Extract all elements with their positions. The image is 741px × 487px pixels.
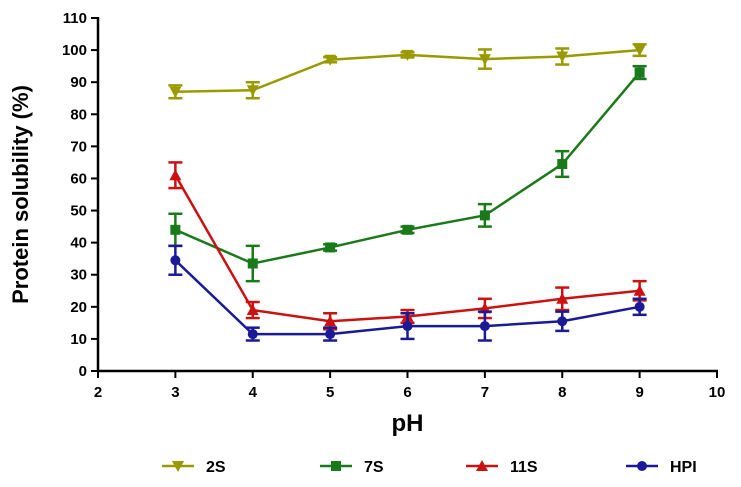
point-hpi-2 <box>325 329 336 340</box>
series-line-7s <box>174 71 641 265</box>
y-tick-label-2: 20 <box>70 299 87 316</box>
y-tick-label-7: 70 <box>70 138 87 155</box>
legend-marker-7s <box>331 461 341 471</box>
y-tick-label-1: 10 <box>70 331 87 348</box>
x-tick-label-6: 8 <box>558 384 566 401</box>
point-hpi-5 <box>557 316 568 327</box>
legend-item-hpi: HPI <box>626 459 697 476</box>
y-tick-label-6: 60 <box>70 170 87 187</box>
point-7s-5 <box>557 159 568 170</box>
x-tick-label-2: 4 <box>249 384 258 401</box>
x-tick-label-5: 7 <box>481 384 489 401</box>
point-hpi-4 <box>479 321 490 332</box>
series-hpi <box>168 244 647 342</box>
axes: 0 10 20 30 40 50 60 70 80 90 100 110 2 3 4 5 6 7 8 9 10 <box>62 10 725 401</box>
point-hpi-0 <box>170 255 181 266</box>
x-tick-label-7: 9 <box>635 384 643 401</box>
x-tick-label-0: 2 <box>94 384 102 401</box>
series-line-11s <box>174 174 640 323</box>
y-tick-label-9: 90 <box>70 74 87 91</box>
series-11s <box>168 161 647 331</box>
point-2s-6 <box>633 45 646 57</box>
point-7s-2 <box>325 242 336 253</box>
point-hpi-6 <box>634 301 645 312</box>
point-7s-3 <box>402 224 413 235</box>
series-7s <box>168 64 647 283</box>
legend: 2S 7S 11S HPI <box>162 459 697 476</box>
point-11s-2 <box>324 315 337 327</box>
point-7s-6 <box>634 67 645 78</box>
y-tick-label-5: 50 <box>70 203 87 220</box>
y-tick-label-11: 110 <box>63 10 87 27</box>
point-11s-6 <box>633 284 646 296</box>
point-2s-5 <box>556 51 569 63</box>
y-tick-label-10: 100 <box>62 42 87 59</box>
x-tick-label-8: 10 <box>709 384 726 401</box>
legend-marker-11s <box>476 460 488 471</box>
legend-marker-hpi <box>637 461 647 471</box>
series-layer <box>168 43 647 342</box>
point-hpi-3 <box>402 321 413 332</box>
x-tick-label-4: 6 <box>403 384 411 401</box>
point-2s-0 <box>169 86 182 98</box>
y-tick-label-8: 80 <box>70 106 87 123</box>
point-2s-3 <box>401 49 414 61</box>
point-2s-4 <box>478 54 491 66</box>
point-hpi-1 <box>247 329 258 340</box>
y-tick-label-0: 0 <box>79 363 87 380</box>
legend-label-7s: 7S <box>364 459 384 476</box>
y-axis-title: Protein solubility (%) <box>8 85 33 304</box>
y-tick-label-3: 30 <box>70 267 87 284</box>
point-7s-1 <box>247 258 258 269</box>
x-tick-label-1: 3 <box>171 384 179 401</box>
legend-label-2s: 2S <box>206 459 226 476</box>
x-axis-title: pH <box>392 410 424 437</box>
y-tick-label-4: 40 <box>70 235 87 252</box>
point-11s-0 <box>169 169 182 181</box>
legend-label-11s: 11S <box>510 459 538 476</box>
point-11s-5 <box>556 292 569 304</box>
legend-item-11s: 11S <box>466 459 538 476</box>
legend-marker-2s <box>172 461 184 472</box>
legend-item-7s: 7S <box>320 459 384 476</box>
legend-item-2s: 2S <box>162 459 226 476</box>
point-11s-1 <box>246 304 259 316</box>
series-2s <box>168 43 647 100</box>
x-tick-label-3: 5 <box>326 384 334 401</box>
point-2s-2 <box>324 54 337 66</box>
point-7s-4 <box>479 210 490 221</box>
point-7s-0 <box>170 224 181 235</box>
point-2s-1 <box>246 85 259 97</box>
legend-label-hpi: HPI <box>670 459 697 476</box>
